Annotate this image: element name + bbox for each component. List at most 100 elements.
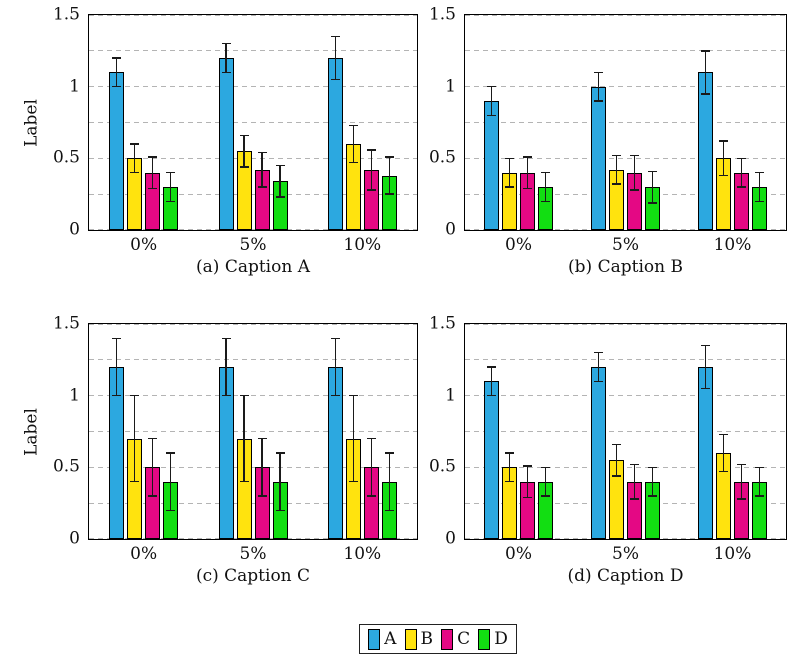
error-bar	[651, 467, 654, 496]
error-bar-cap	[612, 443, 621, 446]
y-tick-label: 0	[445, 219, 456, 240]
error-bar-cap	[630, 463, 639, 466]
error-bar	[490, 86, 493, 116]
error-bar-cap	[348, 480, 358, 483]
gridline	[89, 502, 417, 504]
legend-swatch-b	[404, 628, 417, 650]
error-bar-cap	[701, 387, 710, 390]
error-bar-cap	[755, 466, 764, 469]
y-axis-title-a: Label	[21, 98, 42, 147]
gridline	[465, 395, 786, 397]
error-bar-cap	[275, 509, 285, 512]
error-bar-cap	[330, 35, 340, 38]
error-bar-cap	[275, 164, 285, 167]
error-bar-cap	[505, 452, 514, 454]
error-bar-cap	[384, 509, 394, 512]
y-tick-label: 0.5	[428, 147, 456, 168]
error-bar-cap	[257, 495, 267, 497]
subplot-caption-a: (a) Caption A	[196, 257, 310, 277]
error-bar	[169, 172, 172, 202]
error-bar-cap	[257, 151, 267, 154]
legend-item-a: A	[368, 628, 397, 650]
error-bar	[597, 72, 600, 101]
error-bar	[633, 155, 636, 190]
error-bar	[352, 125, 355, 163]
legend-swatch-a	[368, 628, 381, 650]
error-bar-cap	[112, 337, 122, 340]
error-bar-cap	[630, 498, 639, 500]
y-tick-label: 1.5	[428, 4, 456, 25]
error-bar-cap	[505, 186, 514, 188]
legend-label: D	[494, 628, 508, 649]
error-bar-cap	[384, 452, 394, 454]
gridline	[465, 466, 786, 468]
bar-a-5%	[591, 367, 606, 539]
error-bar	[334, 36, 337, 80]
legend: A B C D	[359, 624, 517, 654]
error-bar-cap	[366, 189, 376, 191]
legend-label: C	[457, 628, 471, 649]
gridline	[465, 86, 786, 88]
x-tick-label: 10%	[713, 235, 752, 255]
error-bar-cap	[719, 174, 728, 177]
y-tick-label: 1.5	[428, 313, 456, 334]
error-bar-cap	[221, 394, 231, 397]
error-bar	[151, 156, 154, 189]
x-tick-label: 0%	[505, 235, 532, 255]
error-bar	[758, 172, 761, 202]
error-bar-cap	[523, 496, 532, 499]
error-bar-cap	[541, 171, 550, 174]
gridline	[465, 229, 786, 230]
error-bar-cap	[112, 394, 122, 397]
error-bar-cap	[737, 186, 746, 188]
error-bar	[370, 149, 373, 190]
error-bar	[388, 453, 391, 511]
gridline	[89, 229, 417, 230]
bar-a-0%	[109, 72, 125, 230]
y-tick-label: 1	[445, 385, 456, 406]
error-bar-cap	[348, 394, 358, 397]
x-tick-label: 10%	[343, 235, 382, 255]
y-tick-label: 1	[445, 76, 456, 97]
error-bar-cap	[505, 157, 514, 160]
legend-item-b: B	[404, 628, 433, 650]
error-bar-cap	[148, 156, 158, 158]
bar-a-0%	[484, 101, 499, 230]
error-bar-cap	[130, 394, 140, 397]
gridline	[89, 466, 417, 468]
error-bar-cap	[366, 149, 376, 151]
error-bar	[740, 464, 743, 499]
y-tick-label: 0	[69, 528, 80, 549]
plot-area-a: Label (a) Caption A 0 0.5 1 1.5 0% 5% 10%	[22, 6, 418, 276]
error-bar	[526, 156, 529, 189]
error-bar-cap	[221, 71, 231, 74]
error-bar-cap	[737, 463, 746, 466]
y-tick-label: 1.5	[52, 4, 80, 25]
error-bar	[225, 43, 227, 73]
error-bar-cap	[148, 187, 158, 190]
x-tick-label: 5%	[612, 235, 639, 255]
bar-a-10%	[698, 367, 713, 539]
error-bar	[243, 395, 245, 482]
error-bar-cap	[594, 351, 603, 354]
error-bar-cap	[166, 452, 176, 454]
legend-label: A	[384, 628, 397, 649]
error-bar-cap	[112, 57, 122, 59]
subplot-caption-b: (b) Caption B	[568, 257, 683, 277]
error-bar-cap	[737, 157, 746, 160]
error-bar-cap	[594, 380, 603, 383]
error-bar	[490, 367, 493, 396]
error-bar	[758, 467, 761, 496]
error-bar-cap	[648, 466, 657, 469]
error-bar-cap	[487, 394, 496, 397]
plot-area-c: Label (c) Caption C 0 0.5 1 1.5 0% 5% 10%	[22, 315, 418, 585]
error-bar-cap	[130, 171, 140, 174]
error-bar	[740, 158, 743, 187]
error-bar	[133, 395, 136, 482]
gridline	[89, 323, 417, 325]
error-bar-cap	[630, 154, 639, 157]
error-bar	[279, 453, 281, 511]
error-bar-cap	[719, 140, 728, 142]
error-bar	[597, 352, 600, 382]
